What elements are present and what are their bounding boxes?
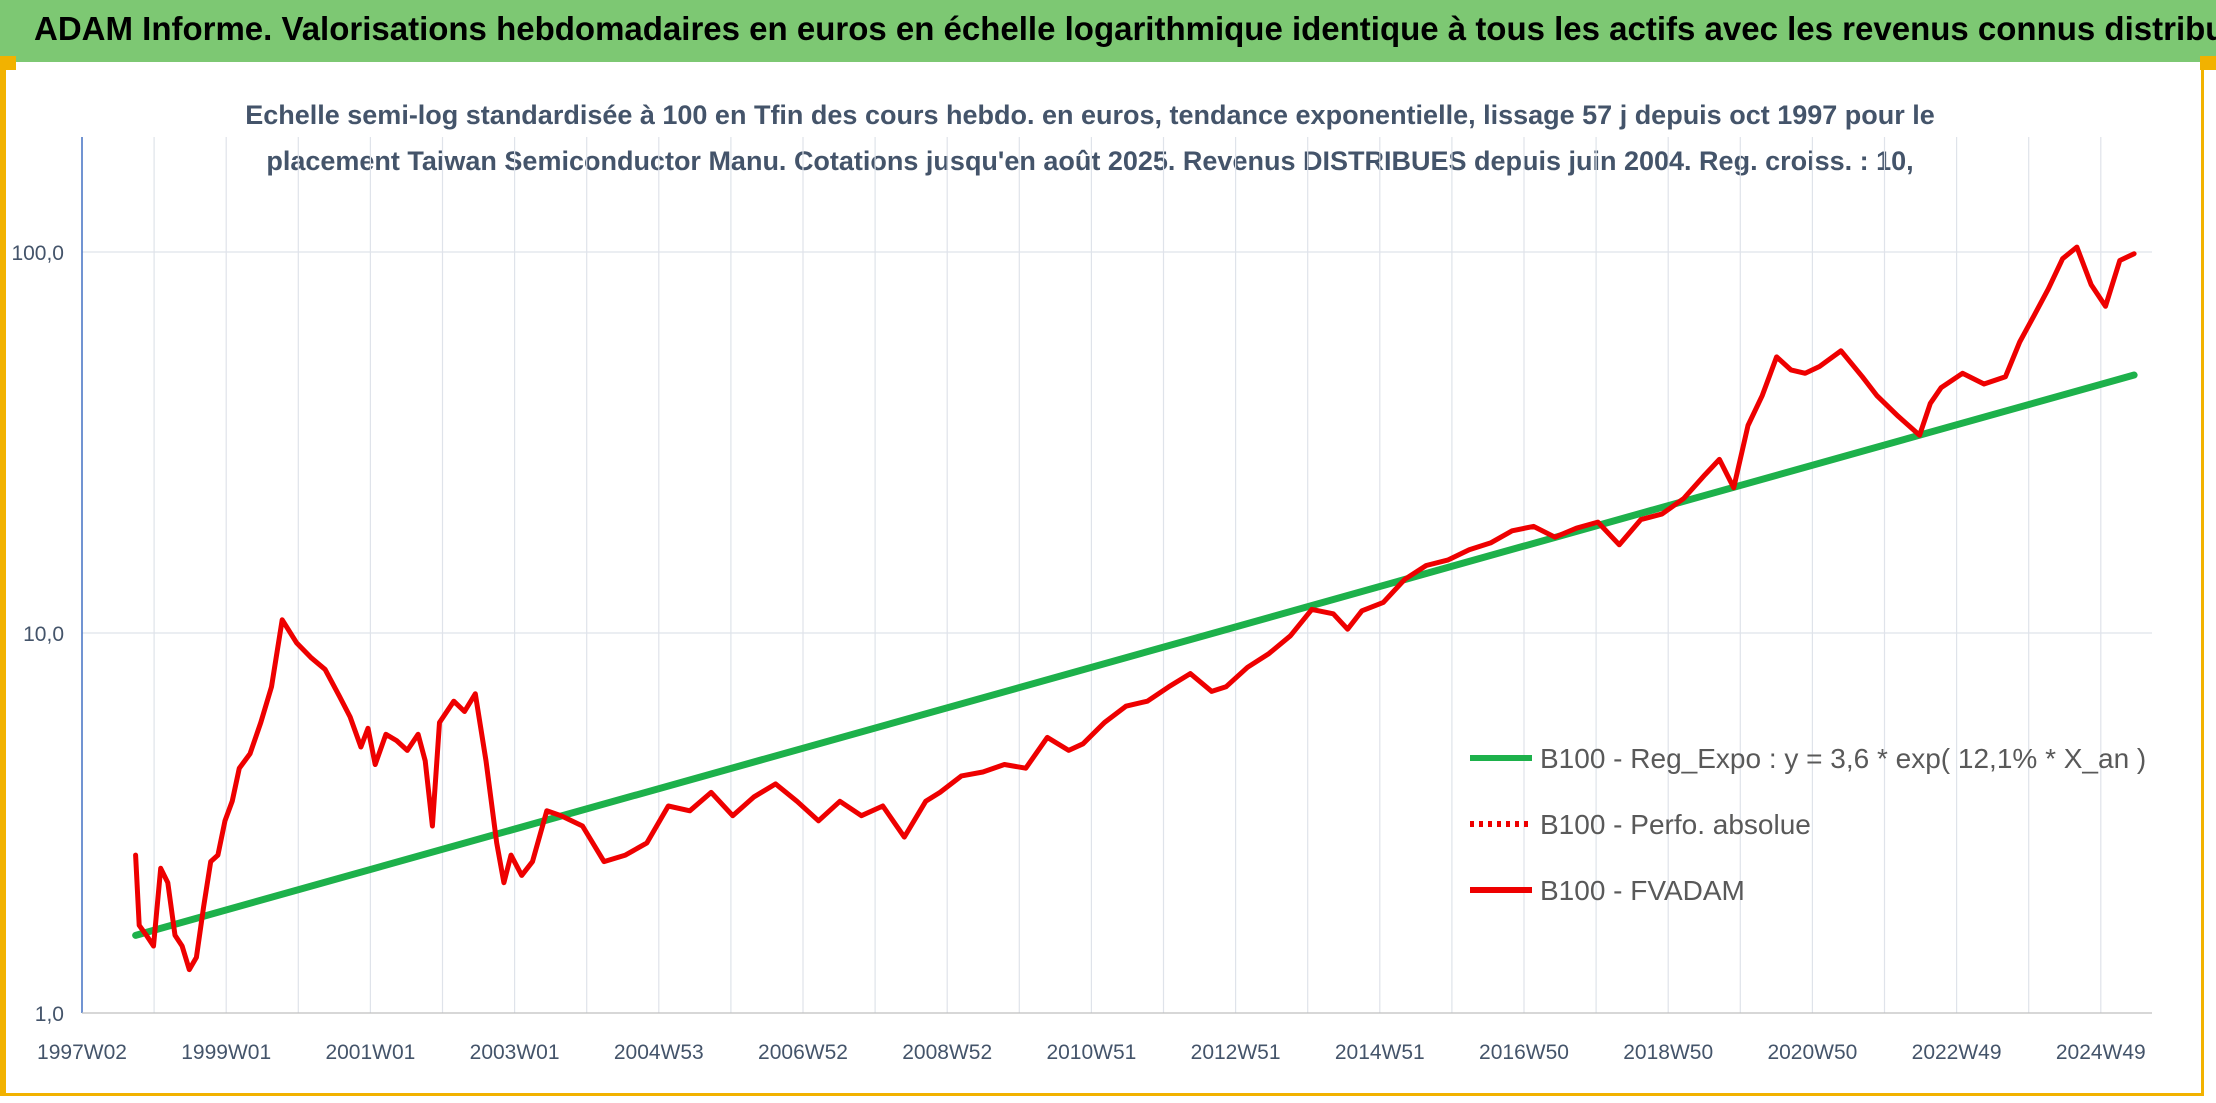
y-tick-label: 1,0: [35, 1003, 64, 1026]
x-tick-label: 2001W01: [325, 1041, 415, 1064]
series-line-reg-expo: [132, 371, 2138, 939]
legend-item-fvadam-label: B100 - FVADAM: [1540, 875, 1745, 906]
x-tick-label: 2024W49: [2056, 1041, 2146, 1064]
x-tick-label: 2012W51: [1191, 1041, 1281, 1064]
grid: [81, 137, 2152, 1013]
legend-item-perfo-absolue-label: B100 - Perfo. absolue: [1540, 809, 1811, 840]
x-tick-label: 2020W50: [1767, 1041, 1857, 1064]
x-tick-labels: 1997W02 1999W01 2001W01 2003W01 2004W53 2006W…: [37, 1041, 2146, 1064]
x-tick-label: 1997W02: [37, 1041, 127, 1064]
report-header: ADAM Informe. Valorisations hebdomadaire…: [0, 0, 2216, 62]
y-tick-label: 100,0: [11, 242, 64, 265]
chart-title-line-1: Echelle semi-log standardisée à 100 en T…: [245, 100, 1935, 130]
chart-frame: [0, 62, 2204, 1096]
y-tick-label: 10,0: [23, 623, 64, 646]
x-tick-label: 2004W53: [614, 1041, 704, 1064]
x-tick-label: 2010W51: [1046, 1041, 1136, 1064]
x-tick-label: 1999W01: [181, 1041, 271, 1064]
chart-title-line-2: placement Taiwan Semiconductor Manu. Cot…: [266, 146, 1914, 176]
axes: [81, 137, 2152, 1014]
chart-title: Echelle semi-log standardisée à 100 en T…: [160, 92, 2020, 184]
y-tick-labels: 1,0 10,0 100,0: [11, 242, 64, 1026]
series-lines: [132, 244, 2138, 973]
x-tick-label: 2014W51: [1335, 1041, 1425, 1064]
x-tick-label: 2018W50: [1623, 1041, 1713, 1064]
frame-corner: [2200, 56, 2216, 70]
report-title: ADAM Informe. Valorisations hebdomadaire…: [34, 10, 2216, 47]
legend: B100 - Reg_Expo : y = 3,6 * exp( 12,1% *…: [1470, 743, 2146, 906]
series-line-fvadam: [133, 244, 2137, 973]
legend-item-reg-expo-label: B100 - Reg_Expo : y = 3,6 * exp( 12,1% *…: [1540, 743, 2146, 774]
x-tick-label: 2003W01: [470, 1041, 560, 1064]
x-tick-label: 2016W50: [1479, 1041, 1569, 1064]
x-tick-label: 2008W52: [902, 1041, 992, 1064]
x-tick-label: 2006W52: [758, 1041, 848, 1064]
x-tick-label: 2022W49: [1912, 1041, 2002, 1064]
